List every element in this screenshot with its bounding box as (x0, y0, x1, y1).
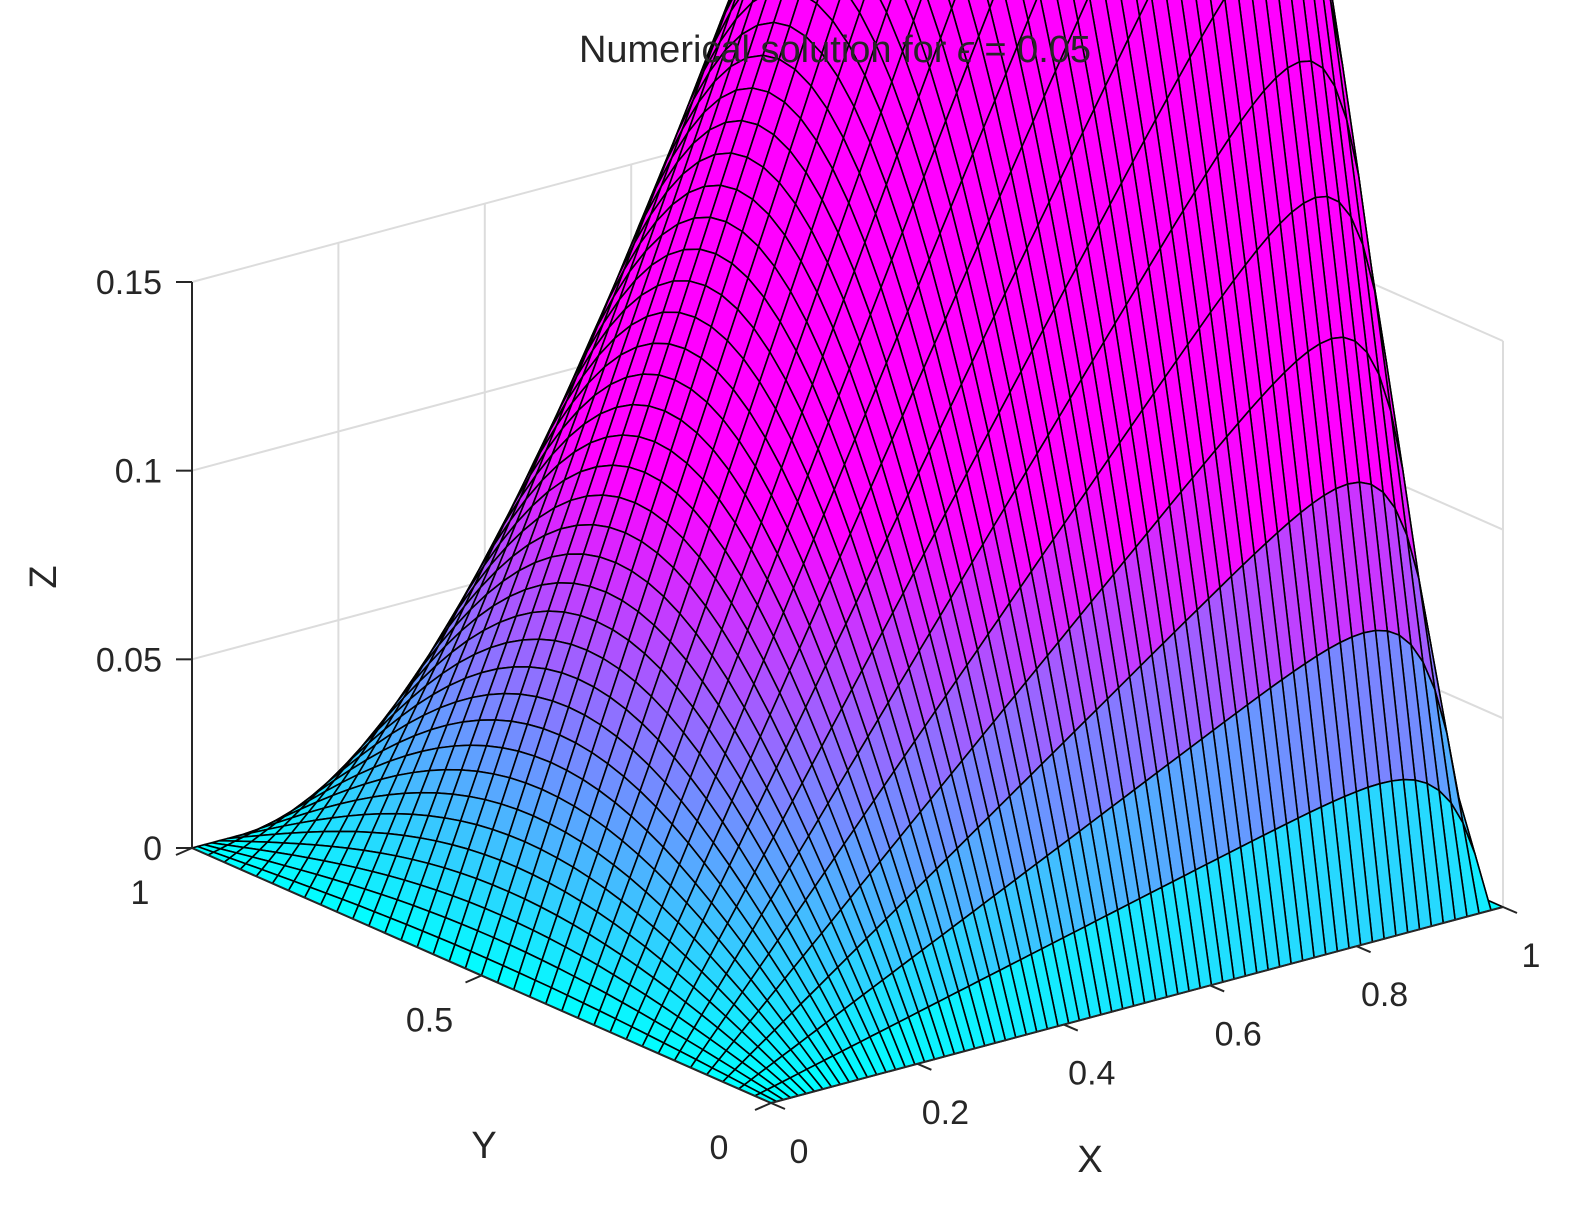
x-tick (917, 1062, 932, 1071)
x-tick-label: 0.4 (1068, 1055, 1115, 1093)
x-axis-label: X (1077, 1139, 1102, 1181)
y-tick-label: 1 (131, 874, 150, 912)
x-tick (1209, 984, 1225, 993)
surface-patch (850, 0, 865, 14)
y-tick (754, 1102, 772, 1111)
x-tick (770, 1102, 786, 1110)
y-tick-label: 0.5 (406, 1002, 453, 1040)
z-tick-label: 0 (143, 830, 162, 868)
surface-patch (879, 0, 892, 14)
chart-title: Numerical solution for ϵ = 0.05 (579, 29, 1091, 71)
x-tick-label: 1 (1522, 937, 1541, 975)
z-tick-label: 0.05 (96, 641, 162, 679)
y-tick-label: 0 (710, 1129, 729, 1167)
y-tick (175, 847, 193, 856)
z-tick-label: 0.1 (115, 453, 162, 491)
z-tick-label: 0.15 (96, 264, 162, 302)
x-tick-label: 0 (790, 1133, 809, 1171)
axes: 0 0.2 0.4 0.6 0.8 1 0 0.5 1 0 0.05 0.1 0.15 (96, 264, 1541, 1171)
x-tick-label: 0.8 (1361, 976, 1408, 1014)
x-tick (1356, 945, 1371, 954)
z-axis-label: Z (23, 565, 65, 588)
surface-mesh (191, 0, 1504, 1104)
y-tick (465, 974, 482, 984)
x-axis-line (770, 906, 1504, 1104)
x-tick-label: 0.6 (1215, 1015, 1262, 1053)
y-axis-label: Y (471, 1125, 496, 1167)
x-tick (1502, 906, 1518, 914)
x-tick (1063, 1023, 1079, 1032)
x-tick-label: 0.2 (922, 1094, 969, 1132)
